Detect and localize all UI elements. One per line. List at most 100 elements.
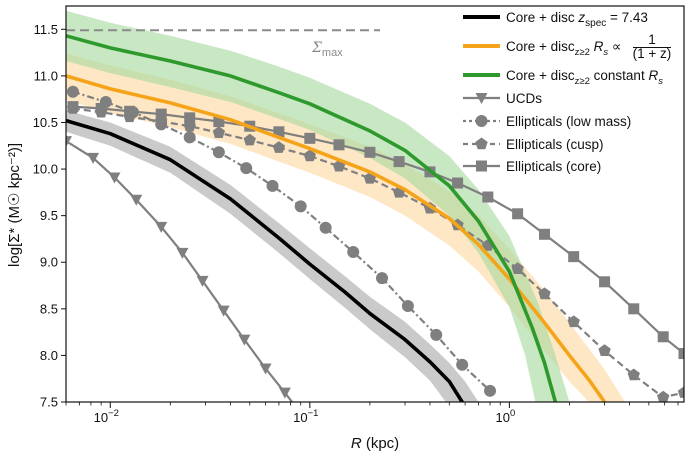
y-tick-label-7.5: 7.5 [40, 395, 58, 410]
y-tick-label-11.5: 11.5 [34, 22, 58, 37]
marker-ellipticals-cusp-20 [657, 390, 670, 402]
marker-ellipticals-core-0 [67, 101, 79, 113]
plot-frame [65, 5, 685, 403]
marker-ellipticals-low-mass-4 [183, 131, 196, 144]
legend-label-ucds: UCDs [506, 91, 542, 106]
series-core-disc-zspec-7-43 [66, 118, 465, 402]
marker-ucds-3 [130, 194, 143, 206]
x-tick-exponent: 0 [510, 408, 515, 419]
axis-ticks: 7.58.08.59.09.510.010.511.011.510−2 10−1 1… [33, 22, 679, 425]
marker-ucds-7 [217, 305, 230, 317]
marker-ellipticals-low-mass-10 [347, 245, 360, 258]
y-tick-label-8.0: 8.0 [40, 348, 58, 363]
marker-ellipticals-core-18 [599, 276, 611, 288]
marker-ucds-5 [176, 247, 189, 259]
marker-ucds-2 [108, 172, 121, 184]
legend-text-part: Core + disc [506, 68, 575, 83]
legend-text-part: z≥2 [575, 76, 590, 87]
marker-ellipticals-cusp-5 [212, 126, 225, 138]
legend-text-part: constant [590, 68, 649, 83]
band-core-disc-z-2-rs-1-1-z [66, 53, 626, 402]
legend-text-part: z≥2 [575, 47, 590, 58]
marker-ellipticals-cusp-15 [511, 262, 524, 274]
x-tick-label: 10−2 [94, 408, 119, 425]
legend-marker-ellipticals-low-mass [475, 115, 488, 127]
marker-ellipticals-core-19 [628, 303, 640, 315]
sigma-max-label: Σmax [311, 40, 343, 59]
marker-ellipticals-cusp-8 [303, 149, 316, 162]
line-ellipticals-cusp [72, 107, 684, 399]
y-tick-label-9.5: 9.5 [40, 208, 58, 223]
legend-marker-ucds [475, 93, 488, 104]
legend-text-part: spec [585, 18, 606, 29]
line-ellipticals-low-mass [72, 90, 491, 392]
marker-ellipticals-low-mass-7 [266, 179, 279, 192]
y-axis-label: log[Σ* (M☉ kpc⁻²)] [6, 143, 23, 267]
legend-text-part: = 7.43 [606, 10, 648, 25]
marker-ellipticals-core-13 [452, 177, 464, 189]
y-tick-label-10.0: 10.0 [33, 162, 58, 177]
marker-ellipticals-core-2 [124, 105, 136, 117]
x-axis-unit: (kpc) [362, 435, 400, 452]
legend-text-part: ∝ [608, 39, 621, 54]
marker-ellipticals-low-mass-12 [401, 300, 414, 313]
x-tick-exponent: −1 [308, 408, 319, 419]
legend-label-ellipticals-low-mass: Ellipticals (low mass) [506, 114, 631, 129]
sigma-max-reference: Σmax [66, 29, 380, 59]
legend-fraction-numerator: 1 [648, 32, 656, 47]
marker-ellipticals-low-mass-9 [319, 221, 332, 234]
marker-ellipticals-low-mass-8 [294, 200, 307, 213]
marker-ellipticals-core-11 [393, 156, 405, 168]
legend-text-part: Core + disc [506, 39, 575, 54]
marker-ellipticals-low-mass-5 [212, 146, 225, 159]
marker-ucds-8 [238, 334, 251, 346]
y-tick-label-9.0: 9.0 [40, 255, 58, 270]
marker-ellipticals-cusp-6 [243, 133, 256, 146]
line-core-disc-zspec-7-43 [66, 118, 465, 402]
marker-ellipticals-low-mass-15 [484, 384, 497, 397]
marker-ellipticals-core-17 [568, 251, 580, 263]
x-tick-label: 100 [495, 408, 515, 425]
plot-border [65, 5, 685, 403]
legend-fraction-denominator: (1 + z) [633, 46, 672, 61]
marker-ellipticals-low-mass-13 [430, 328, 443, 341]
marker-ellipticals-core-4 [184, 112, 196, 124]
marker-ellipticals-cusp-19 [627, 368, 640, 381]
band-core-disc-zspec-7-43 [66, 110, 479, 402]
marker-ellipticals-cusp-16 [538, 287, 551, 300]
x-axis-label: R (kpc) [351, 435, 399, 452]
marker-ellipticals-cusp-7 [272, 141, 286, 153]
marker-ellipticals-low-mass-0 [66, 85, 79, 98]
legend-text-part: s [603, 47, 608, 58]
marker-ellipticals-cusp-17 [567, 315, 580, 328]
marker-ellipticals-low-mass-6 [240, 162, 253, 175]
axis-labels: R (kpc) log[Σ* (M☉ kpc⁻²)] [6, 143, 399, 452]
legend-text-part: z [577, 10, 585, 25]
legend-text-part: R [648, 68, 658, 83]
legend-label-ellipticals-core: Ellipticals (core) [506, 159, 601, 174]
sigma-max-subscript: max [322, 47, 343, 59]
marker-ucds-10 [278, 387, 291, 399]
legend-marker-ellipticals-core [476, 160, 487, 172]
legend-text-part: R [594, 39, 604, 54]
series-curves [66, 33, 684, 402]
series-core-disc-z-2-constant-rs [66, 33, 558, 402]
legend-marker-ellipticals-cusp [475, 137, 488, 150]
marker-ucds-6 [196, 275, 209, 287]
legend-label-core-disc-z-2-rs-1-1-z: Core + discz≥2 Rs ∝ [506, 39, 622, 58]
x-tick-base: 10 [495, 410, 509, 425]
marker-ellipticals-core-9 [333, 139, 345, 151]
series-ucds [66, 136, 294, 402]
marker-ellipticals-core-15 [512, 208, 524, 220]
marker-ellipticals-low-mass-11 [376, 272, 389, 285]
line-core-disc-z-2-constant-rs [66, 33, 558, 402]
line-core-disc-z-2-rs-1-1-z [66, 74, 607, 402]
marker-ellipticals-core-5 [213, 116, 225, 128]
legend-label-core-disc-zspec-7-43: Core + disc zspec = 7.43 [506, 10, 648, 29]
x-axis-var: R [351, 435, 362, 452]
x-tick-label: 10−1 [293, 408, 318, 425]
marker-ellipticals-core-7 [273, 126, 285, 138]
marker-ellipticals-core-14 [482, 191, 494, 203]
